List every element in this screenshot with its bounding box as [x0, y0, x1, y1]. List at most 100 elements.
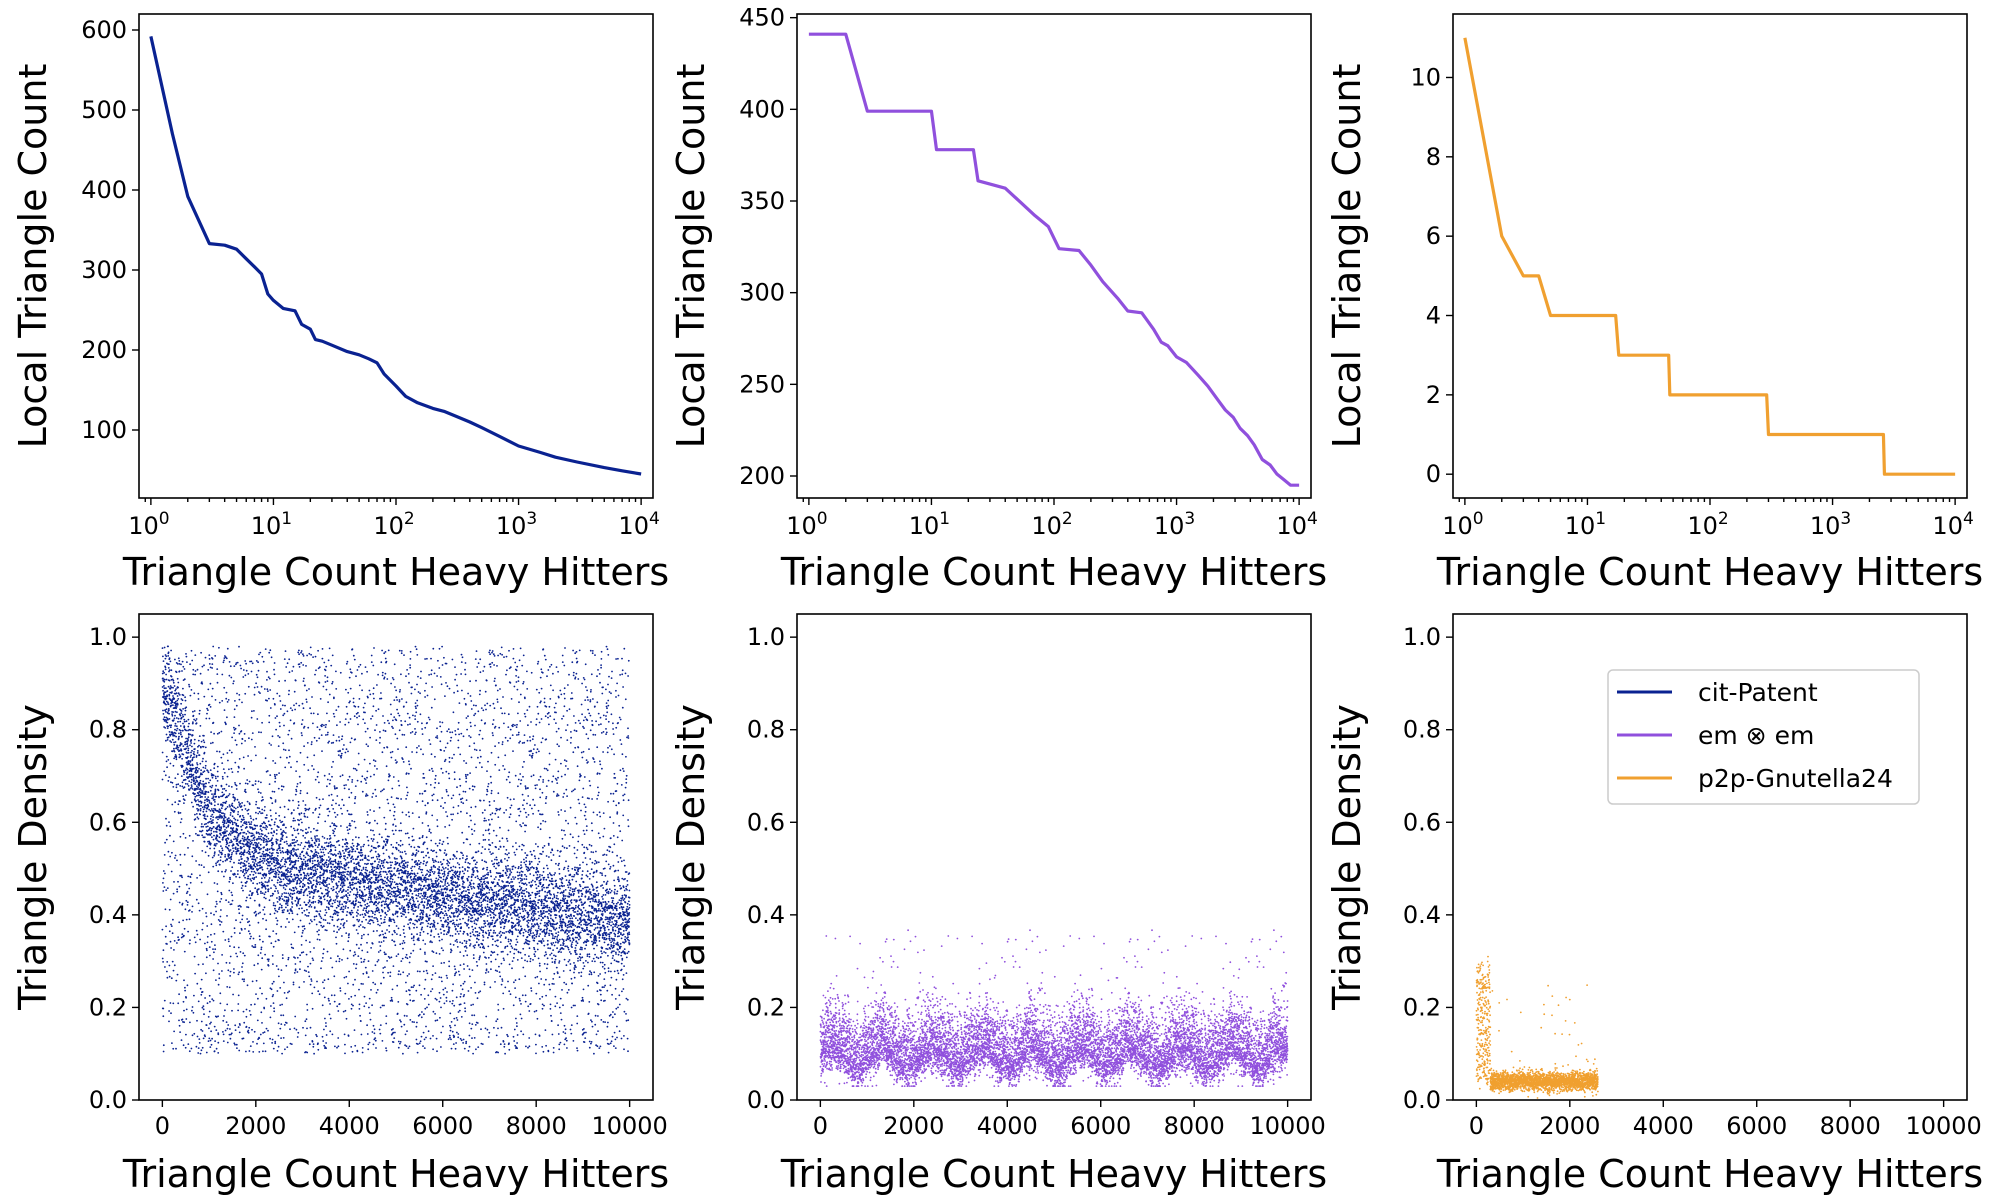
scatter-point — [268, 879, 270, 881]
scatter-point — [202, 963, 204, 965]
scatter-point — [274, 904, 277, 907]
scatter-point — [225, 840, 228, 842]
scatter-point — [334, 816, 337, 818]
scatter-point — [201, 1006, 204, 1009]
scatter-point — [308, 882, 310, 885]
scatter-point — [276, 849, 279, 852]
scatter-point — [245, 1025, 248, 1028]
scatter-point — [347, 691, 350, 694]
scatter-point — [262, 850, 265, 853]
scatter-point — [333, 834, 336, 837]
scatter-point — [170, 702, 173, 705]
scatter-point — [208, 800, 211, 802]
scatter-point — [250, 759, 253, 762]
scatter-point — [175, 979, 178, 982]
scatter-point — [277, 787, 280, 790]
scatter-point — [279, 843, 282, 846]
scatter-point — [328, 869, 331, 872]
scatter-point — [359, 1020, 362, 1022]
scatter-point — [222, 1031, 224, 1033]
scatter-point — [342, 918, 344, 920]
scatter-point — [260, 825, 263, 827]
scatter-point — [217, 803, 220, 806]
scatter-point — [341, 959, 343, 961]
scatter-point — [199, 813, 202, 816]
scatter-point — [379, 897, 382, 900]
scatter-point — [178, 1024, 181, 1027]
scatter-point — [174, 689, 177, 692]
scatter-point — [201, 806, 204, 809]
scatter-point — [355, 769, 358, 772]
scatter-point — [274, 703, 276, 706]
scatter-point — [215, 900, 218, 903]
scatter-point — [289, 859, 291, 861]
scatter-point — [208, 781, 210, 784]
scatter-point — [360, 846, 362, 848]
scatter-point — [322, 1040, 325, 1042]
scatter-point — [367, 745, 369, 748]
scatter-point — [162, 949, 165, 952]
scatter-point — [298, 897, 301, 900]
scatter-point — [164, 727, 167, 729]
scatter-point — [332, 808, 335, 810]
scatter-point — [321, 892, 324, 895]
scatter-point — [208, 994, 211, 997]
scatter-point — [286, 918, 288, 920]
scatter-point — [178, 938, 180, 941]
scatter-point — [380, 697, 383, 700]
scatter-point — [208, 658, 211, 660]
scatter-point — [183, 678, 186, 681]
scatter-point — [290, 943, 293, 946]
scatter-point — [241, 837, 244, 840]
scatter-point — [289, 895, 292, 898]
scatter-point — [213, 851, 216, 854]
scatter-point — [353, 658, 356, 661]
scatter-point — [226, 1027, 229, 1030]
scatter-point — [272, 893, 275, 895]
scatter-point — [383, 918, 386, 921]
scatter-point — [275, 917, 278, 919]
scatter-point — [282, 884, 285, 887]
scatter-point — [340, 754, 343, 757]
scatter-point — [228, 785, 230, 787]
scatter-point — [247, 755, 250, 757]
scatter-point — [240, 820, 243, 823]
scatter-point — [195, 754, 198, 757]
scatter-point — [233, 732, 236, 734]
scatter-point — [334, 875, 337, 878]
scatter-point — [235, 952, 238, 955]
scatter-point — [347, 1035, 350, 1037]
scatter-point — [332, 760, 334, 763]
scatter-point — [170, 669, 173, 672]
scatter-point — [369, 693, 372, 696]
scatter-point — [315, 915, 318, 918]
scatter-point — [282, 865, 284, 868]
scatter-point — [381, 751, 384, 754]
scatter-point — [339, 721, 341, 723]
scatter-point — [321, 1004, 324, 1007]
scatter-point — [312, 875, 314, 878]
scatter-point — [214, 905, 217, 908]
scatter-point — [284, 888, 287, 891]
scatter-point — [271, 982, 274, 985]
scatter-point — [210, 940, 213, 943]
scatter-point — [264, 806, 266, 808]
scatter-point — [277, 735, 279, 737]
scatter-point — [303, 981, 305, 983]
scatter-point — [187, 751, 190, 754]
scatter-point — [360, 869, 363, 872]
scatter-point — [179, 720, 182, 723]
scatter-point — [284, 858, 287, 861]
scatter-point — [318, 863, 320, 866]
scatter-point — [226, 716, 228, 719]
scatter-point — [295, 853, 298, 856]
scatter-point — [173, 949, 175, 951]
scatter-point — [331, 860, 333, 863]
scatter-point — [269, 895, 272, 897]
scatter-point — [172, 840, 175, 843]
scatter-point — [275, 842, 278, 845]
scatter-point — [334, 1045, 336, 1048]
scatter-point — [171, 851, 173, 854]
